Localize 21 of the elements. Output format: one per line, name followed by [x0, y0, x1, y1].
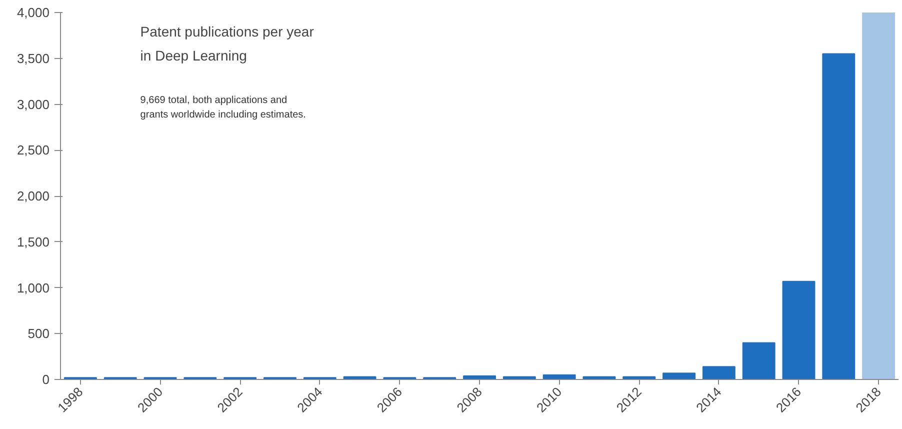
y-tick-label: 0: [42, 372, 50, 387]
bar: [502, 376, 536, 380]
y-tick-label: 1,500: [16, 234, 50, 250]
bar: [702, 366, 736, 380]
bar: [742, 342, 776, 380]
bar: [822, 53, 856, 380]
y-tick-label: 2,000: [16, 188, 50, 204]
text: 9,669 total, both applications and grants worldwide including estimates.: [140, 95, 306, 120]
y-tick-label: 3,000: [16, 96, 50, 112]
bar: [582, 376, 616, 380]
bar: [622, 376, 656, 380]
bar: [343, 376, 376, 380]
y-tick-label: 4,000: [16, 5, 50, 20]
bar: [782, 280, 816, 380]
bar: [662, 372, 696, 380]
y-tick-label: 2,500: [16, 142, 50, 158]
y-tick-label: 1,000: [16, 280, 50, 296]
y-tick-label: 3,500: [16, 50, 50, 66]
bar: [862, 12, 896, 380]
text: Patent publications per year in Deep Learning: [140, 24, 314, 64]
y-tick-label: 500: [28, 326, 50, 342]
